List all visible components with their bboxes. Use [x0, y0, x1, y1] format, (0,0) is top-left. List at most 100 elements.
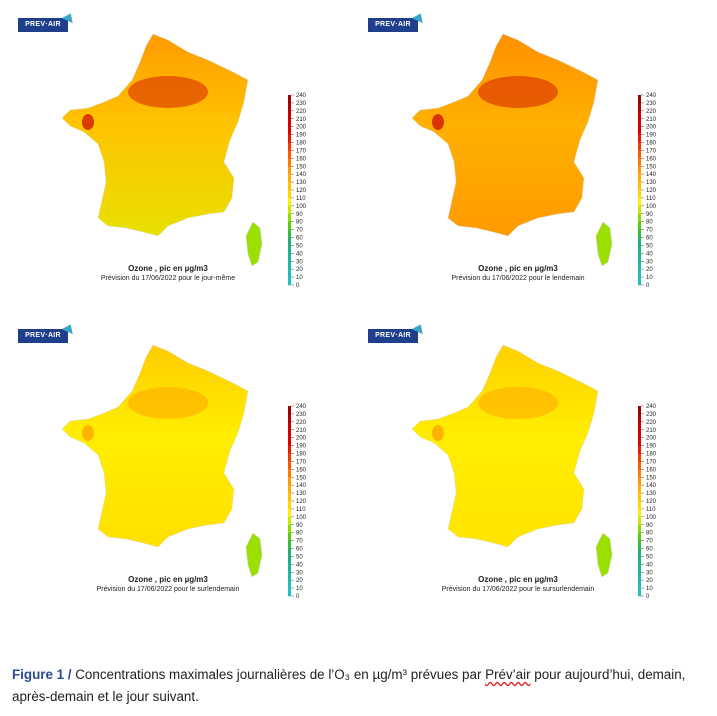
scale-swatch — [288, 158, 291, 167]
scale-tick-label: 180 — [646, 141, 657, 147]
scale-tick-label: 80 — [646, 220, 653, 226]
map-subtitle: Prévision du 17/06/2022 pour le jour-mêm… — [100, 275, 236, 282]
figure-label: Figure 1 / — [12, 667, 72, 682]
scale-tick-label: 110 — [296, 196, 306, 202]
scale-tick-label: 10 — [296, 275, 303, 281]
scale-swatch — [288, 142, 291, 151]
scale-swatch — [288, 197, 291, 207]
france-shape — [61, 33, 249, 237]
scale-tick-label: 80 — [296, 220, 303, 226]
forecast-panel-today: PREV·AIR 240 230 220 210 200 190 180 170 160 150 1… — [18, 10, 358, 314]
scale-tick-label: 40 — [646, 562, 653, 568]
scale-swatch — [638, 580, 641, 589]
scale-tick-label: 150 — [296, 475, 307, 481]
scale-tick-label: 200 — [296, 125, 307, 131]
prevair-logo: PREV·AIR — [18, 18, 68, 32]
scale-swatch — [288, 540, 291, 549]
scale-swatch — [638, 540, 641, 549]
map-subtitle: Prévision du 17/06/2022 pour le surlende… — [96, 586, 240, 593]
map-subtitle: Prévision du 17/06/2022 pour le lendemai… — [451, 275, 585, 282]
scale-tick-label: 210 — [646, 117, 657, 123]
scale-tick-label: 160 — [296, 467, 307, 473]
color-scale-legend: 2402302202102001901801701601501401301201… — [288, 404, 307, 600]
scale-tick-label: 70 — [646, 539, 653, 545]
scale-tick-label: 190 — [296, 444, 307, 450]
high-concentration-zone — [128, 387, 208, 419]
scale-tick-label: 50 — [296, 554, 303, 560]
scale-tick-label: 170 — [296, 459, 307, 465]
scale-tick-label: 200 — [646, 436, 657, 442]
scale-swatch — [638, 213, 641, 222]
scale-tick-label: 60 — [296, 547, 303, 553]
scale-swatch — [288, 150, 291, 159]
scale-tick-label: 180 — [646, 452, 657, 458]
scale-swatch — [638, 406, 641, 415]
france-ozone-map — [411, 344, 613, 578]
scale-tick-label: 90 — [646, 212, 653, 218]
scale-tick-label: 100 — [296, 204, 307, 210]
scale-swatch — [638, 445, 641, 454]
scale-swatch — [288, 413, 291, 423]
scale-swatch — [288, 118, 291, 127]
scale-swatch — [288, 445, 291, 454]
scale-swatch — [288, 485, 291, 494]
scale-swatch — [288, 253, 291, 262]
scale-tick-label: 100 — [646, 515, 657, 521]
corsica-shape — [245, 532, 263, 578]
scale-swatch — [638, 118, 641, 127]
scale-swatch — [288, 564, 291, 573]
map-subtitle: Prévision du 17/06/2022 pour le sursurle… — [441, 586, 595, 593]
scale-tick-label: 120 — [296, 188, 307, 194]
scale-tick-label: 60 — [646, 547, 653, 553]
scale-swatch — [638, 564, 641, 573]
scale-swatch — [288, 524, 291, 533]
scale-swatch — [638, 548, 641, 557]
caption-text-after: pour aujourd’hui, demain, après-demain e… — [12, 667, 686, 704]
scale-tick-label: 130 — [296, 491, 307, 497]
scale-tick-label: 10 — [646, 586, 653, 592]
scale-swatch — [638, 142, 641, 151]
high-concentration-zone — [128, 76, 208, 108]
scale-swatch — [638, 516, 641, 526]
scale-swatch — [638, 524, 641, 533]
france-shape — [411, 33, 599, 237]
scale-tick-label: 150 — [296, 164, 307, 170]
scale-tick-label: 220 — [296, 420, 307, 426]
scale-swatch — [288, 205, 291, 215]
caption-text-before: Concentrations maximales journalières de… — [75, 667, 482, 682]
scale-tick-label: 20 — [646, 578, 653, 584]
coastal-hotspot — [432, 425, 444, 441]
scale-tick-label: 80 — [296, 531, 303, 537]
scale-swatch — [638, 253, 641, 262]
scale-tick-label: 20 — [646, 267, 653, 273]
color-scale-legend: 2402302202102001901801701601501401301201… — [638, 93, 657, 289]
scale-swatch — [288, 182, 291, 191]
map-title: Ozone , pic en µg/m3 — [128, 575, 208, 584]
scale-swatch — [638, 508, 641, 518]
scale-tick-label: 220 — [646, 420, 657, 426]
scale-swatch — [288, 572, 291, 581]
scale-swatch — [638, 277, 641, 286]
scale-tick-label: 230 — [646, 101, 657, 107]
scale-tick-label: 160 — [646, 156, 657, 162]
forecast-panel-tomorrow: PREV·AIR 240 230 220 210 200 190 180 170 160 150 1… — [368, 10, 708, 314]
scale-swatch — [288, 190, 291, 199]
scale-tick-label: 160 — [646, 467, 657, 473]
map-title: Ozone , pic en µg/m3 — [478, 575, 558, 584]
scale-swatch — [288, 501, 291, 510]
scale-tick-label: 50 — [296, 243, 303, 249]
map-title: Ozone , pic en µg/m3 — [478, 264, 558, 273]
scale-swatch — [288, 580, 291, 589]
scale-tick-label: 190 — [646, 444, 657, 450]
scale-swatch — [638, 501, 641, 510]
scale-tick-label: 210 — [296, 428, 307, 434]
scale-tick-label: 70 — [646, 228, 653, 234]
corsica-shape — [245, 221, 263, 267]
forecast-panel-third-day: PREV·AIR 240 230 220 210 200 190 180 170 160 150 1… — [368, 321, 708, 625]
scale-swatch — [288, 532, 291, 541]
scale-tick-label: 60 — [646, 236, 653, 242]
scale-tick-label: 0 — [646, 594, 650, 600]
scale-swatch — [638, 134, 641, 143]
scale-tick-label: 10 — [296, 586, 303, 592]
scale-tick-label: 200 — [296, 436, 307, 442]
